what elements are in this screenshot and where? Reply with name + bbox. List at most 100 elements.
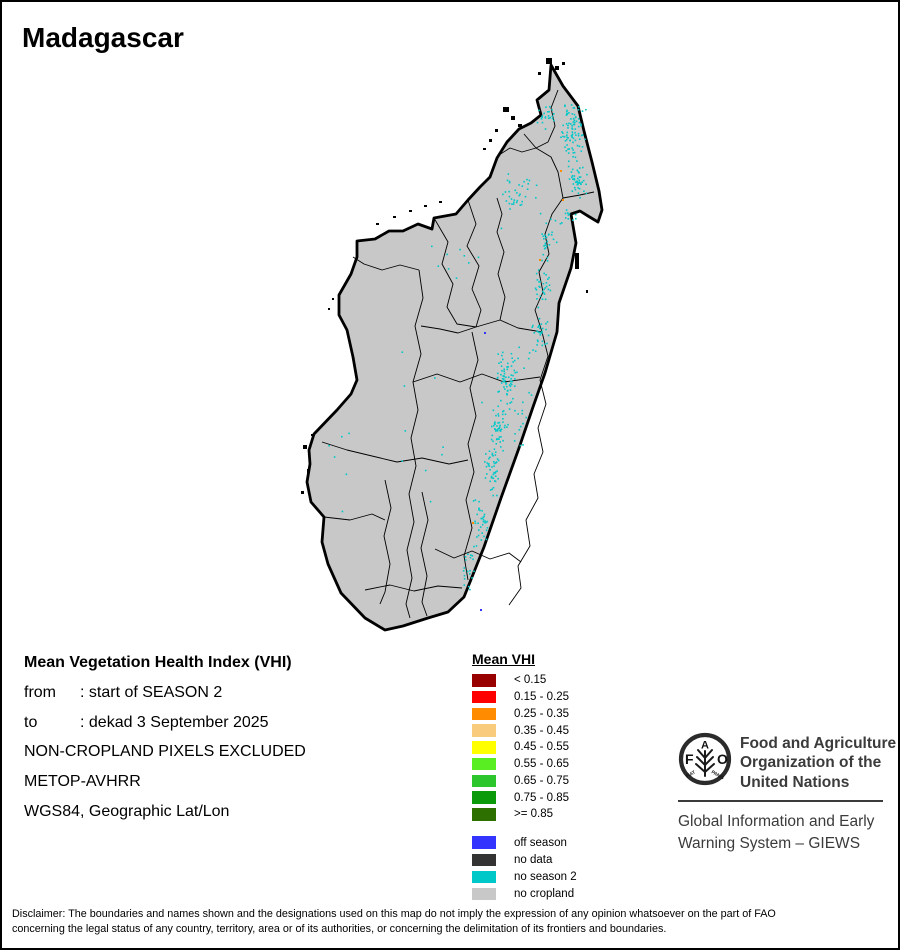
no-season2-pixel bbox=[468, 262, 470, 264]
no-season2-pixel bbox=[566, 144, 568, 146]
svg-text:PANIS: PANIS bbox=[711, 769, 725, 780]
no-season2-pixel bbox=[541, 327, 544, 330]
no-season2-pixel bbox=[501, 377, 504, 380]
no-season2-pixel bbox=[472, 500, 475, 502]
no-season2-pixel bbox=[507, 423, 509, 426]
no-season2-pixel bbox=[584, 138, 586, 141]
no-season2-pixel bbox=[576, 144, 579, 147]
no-season2-pixel bbox=[566, 113, 569, 115]
no-season2-pixel bbox=[498, 427, 500, 429]
no-season2-pixel bbox=[567, 165, 570, 168]
no-season2-pixel bbox=[503, 386, 505, 388]
no-season2-pixel bbox=[550, 218, 552, 220]
no-season2-pixel bbox=[545, 328, 547, 331]
no-season2-pixel bbox=[488, 450, 491, 452]
no-season2-pixel bbox=[497, 459, 500, 462]
no-season2-pixel bbox=[503, 368, 505, 371]
no-season2-pixel bbox=[541, 116, 543, 119]
admin-boundary bbox=[433, 217, 477, 328]
no-season2-pixel bbox=[517, 357, 519, 360]
no-season2-pixel bbox=[499, 429, 501, 431]
island bbox=[303, 445, 307, 449]
fao-org-name-line: United Nations bbox=[740, 773, 850, 791]
no-season2-pixel bbox=[536, 344, 538, 346]
island bbox=[489, 139, 492, 142]
no-season2-pixel bbox=[510, 352, 513, 355]
no-season2-pixel bbox=[579, 167, 581, 169]
no-season2-pixel bbox=[528, 179, 531, 182]
no-season2-pixel bbox=[573, 177, 576, 180]
no-season2-pixel bbox=[571, 128, 574, 130]
no-season2-pixel bbox=[495, 462, 497, 464]
no-season2-pixel bbox=[510, 374, 513, 376]
no-season2-pixel bbox=[483, 513, 486, 516]
svg-text:FIAT: FIAT bbox=[685, 769, 696, 778]
no-season2-pixel bbox=[548, 244, 551, 246]
no-season2-pixel bbox=[571, 133, 574, 136]
no-season2-pixel bbox=[553, 113, 555, 115]
legend-class-swatch bbox=[472, 690, 496, 704]
island bbox=[376, 223, 379, 225]
no-season2-pixel bbox=[521, 412, 524, 415]
no-season2-pixel bbox=[535, 272, 538, 275]
no-season2-pixel bbox=[541, 290, 544, 293]
no-season2-pixel bbox=[544, 242, 547, 245]
no-season2-pixel bbox=[478, 507, 480, 510]
no-season2-pixel bbox=[514, 189, 517, 192]
no-season2-pixel bbox=[565, 114, 568, 116]
no-season2-pixel bbox=[476, 536, 478, 538]
no-season2-pixel bbox=[541, 298, 544, 300]
no-season2-pixel bbox=[581, 110, 584, 112]
no-season2-pixel bbox=[578, 179, 581, 182]
no-season2-pixel bbox=[442, 446, 444, 448]
no-season2-pixel bbox=[497, 422, 499, 424]
legend-special-label: off season bbox=[514, 836, 567, 849]
no-season2-pixel bbox=[509, 389, 512, 391]
no-season2-pixel bbox=[528, 391, 530, 394]
no-season2-pixel bbox=[564, 146, 566, 148]
no-season2-pixel bbox=[564, 104, 566, 107]
no-season2-pixel bbox=[463, 255, 466, 257]
no-season2-pixel bbox=[498, 362, 500, 364]
no-season2-pixel bbox=[522, 422, 524, 425]
no-season2-pixel bbox=[534, 287, 537, 290]
no-season2-pixel bbox=[536, 293, 538, 296]
no-season2-pixel bbox=[570, 123, 572, 125]
no-season2-pixel bbox=[500, 436, 502, 438]
no-season2-pixel bbox=[538, 109, 540, 112]
cropland-note: NON-CROPLAND PIXELS EXCLUDED bbox=[24, 743, 306, 761]
no-season2-pixel bbox=[567, 148, 569, 150]
no-season2-pixel bbox=[491, 452, 494, 455]
no-season2-pixel bbox=[574, 181, 577, 183]
no-season2-pixel bbox=[441, 453, 443, 456]
legend-special-label: no data bbox=[514, 853, 553, 866]
no-season2-pixel bbox=[434, 377, 436, 379]
no-season2-pixel bbox=[481, 517, 484, 520]
legend-special-swatch bbox=[472, 853, 496, 867]
no-season2-pixel bbox=[522, 401, 524, 404]
no-season2-pixel bbox=[510, 401, 513, 403]
admin-boundary bbox=[379, 479, 392, 605]
no-season2-pixel bbox=[495, 461, 498, 463]
no-season2-pixel bbox=[475, 545, 478, 547]
no-season2-pixel bbox=[544, 117, 547, 119]
no-season2-pixel bbox=[496, 377, 499, 379]
legend-class-row: 0.45 - 0.55 bbox=[472, 739, 569, 756]
no-season2-pixel bbox=[575, 134, 577, 136]
island bbox=[518, 124, 522, 127]
legend-class-swatch bbox=[472, 724, 496, 737]
no-season2-pixel bbox=[447, 268, 450, 270]
legend-class-swatch bbox=[472, 808, 496, 821]
no-season2-pixel bbox=[544, 234, 546, 237]
no-season2-pixel bbox=[525, 416, 527, 419]
no-season2-pixel bbox=[486, 520, 489, 523]
no-season2-pixel bbox=[579, 197, 581, 199]
no-season2-pixel bbox=[572, 117, 575, 120]
no-season2-pixel bbox=[507, 173, 510, 175]
no-season2-pixel bbox=[539, 334, 542, 336]
no-season2-pixel bbox=[496, 425, 498, 427]
legend-class-label: 0.75 - 0.85 bbox=[514, 791, 569, 804]
no-season2-pixel bbox=[537, 306, 540, 309]
no-season2-pixel bbox=[506, 393, 508, 395]
no-season2-pixel bbox=[429, 500, 432, 503]
